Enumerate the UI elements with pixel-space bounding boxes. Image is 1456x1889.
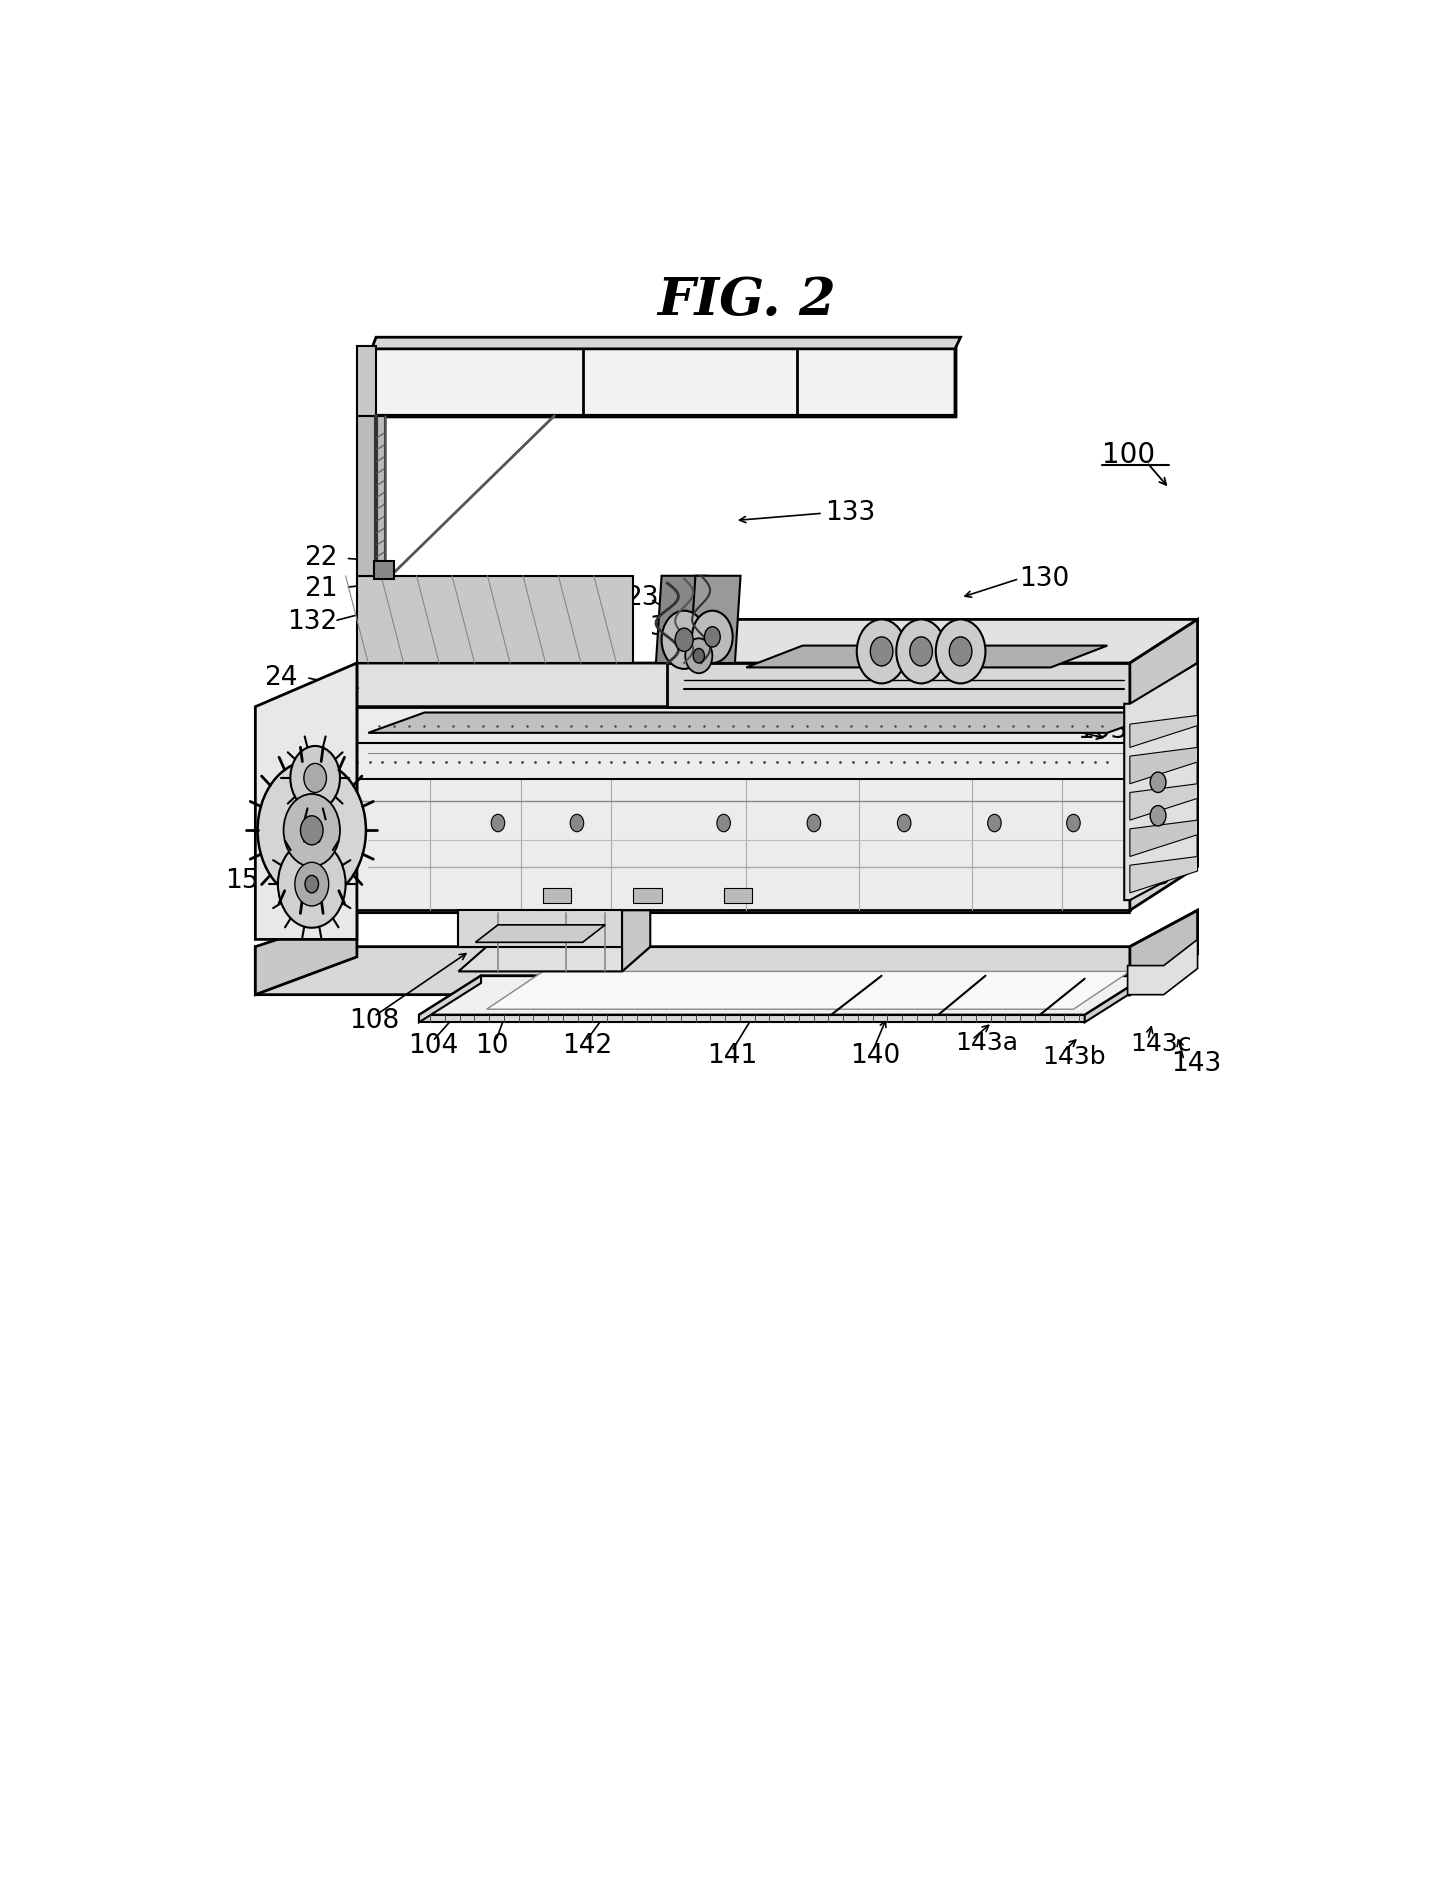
Text: 133: 133 xyxy=(826,501,875,527)
Circle shape xyxy=(300,816,323,844)
Polygon shape xyxy=(374,561,395,578)
Circle shape xyxy=(897,814,911,831)
Polygon shape xyxy=(368,712,1163,733)
Text: 21: 21 xyxy=(304,576,338,603)
Circle shape xyxy=(1067,814,1080,831)
Circle shape xyxy=(258,761,365,901)
Polygon shape xyxy=(1130,748,1197,784)
Polygon shape xyxy=(1124,663,1197,901)
Circle shape xyxy=(304,875,319,893)
Circle shape xyxy=(1150,805,1166,825)
Polygon shape xyxy=(667,620,1197,663)
Polygon shape xyxy=(1130,820,1197,856)
Polygon shape xyxy=(459,910,622,946)
Circle shape xyxy=(897,620,946,684)
Circle shape xyxy=(871,637,893,667)
Circle shape xyxy=(910,637,932,667)
Polygon shape xyxy=(371,338,961,349)
Text: 32: 32 xyxy=(670,640,703,667)
Polygon shape xyxy=(374,346,955,416)
Text: 134: 134 xyxy=(817,625,866,652)
Text: 10: 10 xyxy=(1137,863,1171,890)
Polygon shape xyxy=(255,910,1197,996)
Text: 24: 24 xyxy=(265,665,298,691)
Text: 156: 156 xyxy=(224,869,275,893)
Polygon shape xyxy=(667,663,1130,706)
Circle shape xyxy=(693,648,705,663)
Polygon shape xyxy=(357,346,376,416)
Polygon shape xyxy=(633,888,661,903)
Polygon shape xyxy=(724,888,751,903)
Polygon shape xyxy=(690,576,741,663)
Circle shape xyxy=(856,620,907,684)
Text: 108: 108 xyxy=(349,1009,399,1033)
Polygon shape xyxy=(1130,784,1197,820)
Polygon shape xyxy=(1130,716,1197,748)
Text: 143c: 143c xyxy=(1130,1031,1191,1056)
Polygon shape xyxy=(655,576,706,663)
Circle shape xyxy=(987,814,1002,831)
Text: 104: 104 xyxy=(1137,752,1188,778)
Polygon shape xyxy=(419,1014,1085,1022)
Text: 158: 158 xyxy=(898,672,949,699)
Text: 132: 132 xyxy=(287,610,338,635)
Circle shape xyxy=(304,763,326,793)
Text: 150: 150 xyxy=(1133,672,1182,697)
Polygon shape xyxy=(419,977,1147,1014)
Text: 31: 31 xyxy=(651,616,684,640)
Polygon shape xyxy=(486,971,1130,1009)
Polygon shape xyxy=(1085,977,1147,1022)
Polygon shape xyxy=(1130,620,1197,706)
Polygon shape xyxy=(475,926,606,943)
Text: 143: 143 xyxy=(1172,1052,1222,1077)
Circle shape xyxy=(676,629,693,652)
Text: 143a: 143a xyxy=(955,1031,1018,1054)
Polygon shape xyxy=(747,646,1108,667)
Polygon shape xyxy=(255,663,357,939)
Circle shape xyxy=(278,841,345,927)
Text: 23: 23 xyxy=(626,584,660,610)
Polygon shape xyxy=(290,706,1130,910)
Text: 141: 141 xyxy=(706,1043,757,1069)
Circle shape xyxy=(692,610,732,663)
Text: 104: 104 xyxy=(408,1033,459,1058)
Text: 130: 130 xyxy=(1019,565,1070,591)
Polygon shape xyxy=(543,888,571,903)
Polygon shape xyxy=(1127,939,1197,996)
Polygon shape xyxy=(419,977,480,1022)
Text: 100: 100 xyxy=(1102,440,1155,468)
Polygon shape xyxy=(1130,663,1197,910)
Text: 142: 142 xyxy=(562,1033,613,1058)
Polygon shape xyxy=(357,416,384,576)
Circle shape xyxy=(949,637,973,667)
Text: FIG. 2: FIG. 2 xyxy=(657,274,836,325)
Polygon shape xyxy=(1130,856,1197,893)
Text: 153: 153 xyxy=(1077,718,1127,744)
Circle shape xyxy=(807,814,821,831)
Polygon shape xyxy=(357,576,633,663)
Circle shape xyxy=(661,610,706,669)
Polygon shape xyxy=(1130,910,1197,996)
Text: 143b: 143b xyxy=(1042,1045,1105,1069)
Polygon shape xyxy=(290,663,357,910)
Circle shape xyxy=(1150,773,1166,793)
Polygon shape xyxy=(622,910,651,971)
Polygon shape xyxy=(459,946,651,971)
Polygon shape xyxy=(290,663,1197,706)
Text: 22: 22 xyxy=(304,546,338,570)
Circle shape xyxy=(290,746,341,810)
Text: 159: 159 xyxy=(839,652,890,678)
Circle shape xyxy=(705,627,721,648)
Circle shape xyxy=(686,638,712,672)
Circle shape xyxy=(491,814,505,831)
Circle shape xyxy=(296,861,329,907)
Circle shape xyxy=(571,814,584,831)
Text: 140: 140 xyxy=(850,1043,900,1069)
Circle shape xyxy=(936,620,986,684)
Circle shape xyxy=(284,793,341,867)
Text: 10: 10 xyxy=(475,1033,510,1058)
Polygon shape xyxy=(255,912,357,996)
Circle shape xyxy=(716,814,731,831)
